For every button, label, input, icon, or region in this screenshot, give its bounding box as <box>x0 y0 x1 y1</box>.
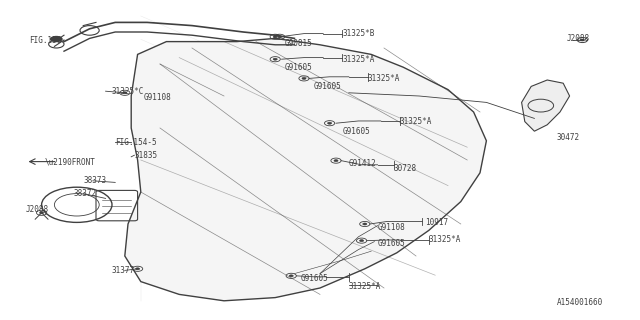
Text: 31325*A: 31325*A <box>368 74 401 83</box>
Text: G90815: G90815 <box>285 39 312 48</box>
Circle shape <box>273 58 277 60</box>
Text: G91605: G91605 <box>301 274 328 283</box>
Circle shape <box>334 160 338 162</box>
Text: 31325*A: 31325*A <box>349 282 381 291</box>
Circle shape <box>363 223 367 225</box>
Text: 31325*C: 31325*C <box>112 87 145 96</box>
Circle shape <box>302 77 306 79</box>
Text: G91605: G91605 <box>285 63 312 72</box>
Text: G91412: G91412 <box>349 159 376 168</box>
Text: \u2190FRONT: \u2190FRONT <box>45 157 95 166</box>
Circle shape <box>40 212 44 214</box>
Circle shape <box>580 39 585 41</box>
Text: G91605: G91605 <box>314 82 341 91</box>
Text: 31377: 31377 <box>112 266 135 275</box>
Text: G91108: G91108 <box>378 223 405 232</box>
Text: J2088: J2088 <box>26 205 49 214</box>
Text: G91605: G91605 <box>342 127 370 136</box>
Circle shape <box>360 240 364 242</box>
Text: J2088: J2088 <box>566 34 589 43</box>
Text: 30472: 30472 <box>557 133 580 142</box>
Text: 30728: 30728 <box>394 164 417 172</box>
Text: G91605: G91605 <box>378 239 405 248</box>
Text: A154001660: A154001660 <box>557 298 603 307</box>
Text: 38373: 38373 <box>83 176 106 185</box>
Text: G91108: G91108 <box>144 93 172 102</box>
Text: 31325*A: 31325*A <box>400 117 433 126</box>
Polygon shape <box>125 38 486 301</box>
Text: FIG.154-5: FIG.154-5 <box>115 138 157 147</box>
Text: 31325*B: 31325*B <box>342 29 375 38</box>
Polygon shape <box>522 80 570 131</box>
Text: 31325*A: 31325*A <box>429 236 461 244</box>
Text: 10917: 10917 <box>426 218 449 227</box>
Circle shape <box>50 36 63 42</box>
Circle shape <box>289 275 293 277</box>
Text: FIG.156: FIG.156 <box>29 36 61 44</box>
Text: 38372: 38372 <box>74 189 97 198</box>
Circle shape <box>136 268 140 270</box>
Circle shape <box>328 122 332 124</box>
Circle shape <box>123 92 127 94</box>
Text: 31835: 31835 <box>134 151 157 160</box>
Text: 31325*A: 31325*A <box>342 55 375 64</box>
Circle shape <box>273 36 277 38</box>
Circle shape <box>278 36 282 38</box>
